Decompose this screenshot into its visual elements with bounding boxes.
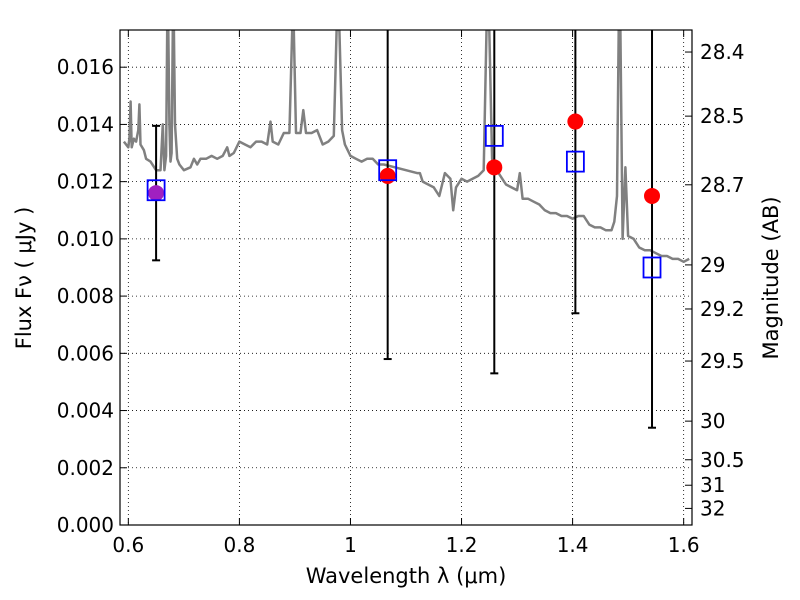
x-tick-label: 0.6 xyxy=(112,533,144,557)
observed-point xyxy=(567,113,584,130)
right-tick-label: 32 xyxy=(700,496,725,520)
y-tick-label: 0.014 xyxy=(57,112,114,136)
y-tick-label: 0.004 xyxy=(57,399,114,423)
y-tick-label: 0.006 xyxy=(57,341,114,365)
x-tick-label: 1.2 xyxy=(446,533,478,557)
right-tick-label: 29.5 xyxy=(700,349,745,373)
plot-points xyxy=(146,30,662,429)
x-tick-label: 1 xyxy=(344,533,357,557)
observed-point xyxy=(486,159,503,176)
x-axis-label: Wavelength λ (μm) xyxy=(306,564,507,588)
y-tick-label: 0.016 xyxy=(57,55,114,79)
model-square xyxy=(378,159,398,182)
x-tick-label: 1.6 xyxy=(668,533,700,557)
model-square xyxy=(146,179,166,202)
x-tick-label: 0.8 xyxy=(223,533,255,557)
plot-frame xyxy=(119,29,693,526)
grid-lines xyxy=(120,30,692,525)
model-square xyxy=(642,256,662,279)
y-tick-label: 0.002 xyxy=(57,456,114,480)
model-square xyxy=(484,124,504,147)
y-tick-label: 0.010 xyxy=(57,227,114,251)
y-axis-label: Flux Fν ( μJy ) xyxy=(12,207,36,350)
right-tick-label: 31 xyxy=(700,473,725,497)
y-tick-label: 0.008 xyxy=(57,284,114,308)
right-tick-label: 28.7 xyxy=(700,173,745,197)
right-axis-label: Magnitude (AB) xyxy=(759,196,783,359)
observed-point xyxy=(644,187,661,204)
right-tick-label: 28.4 xyxy=(700,40,745,64)
y-tick-label: 0.012 xyxy=(57,170,114,194)
right-tick-label: 29.2 xyxy=(700,297,745,321)
plot-data xyxy=(122,30,690,264)
observed-point xyxy=(148,185,165,202)
x-tick-label: 1.4 xyxy=(557,533,589,557)
y-tick-label: 0.000 xyxy=(57,513,114,537)
right-tick-label: 30.5 xyxy=(700,448,745,472)
observed-point xyxy=(379,167,396,184)
right-tick-label: 29 xyxy=(700,253,725,277)
axes-ticks: 0.6 0.8 1 1.2 1.4 1.6 0.000 0.002 0.004 0.006 0.00… xyxy=(57,30,745,557)
model-square xyxy=(565,150,585,173)
right-tick-label: 28.5 xyxy=(700,104,745,128)
right-tick-label: 30 xyxy=(700,409,725,433)
spectrum-line xyxy=(122,30,690,264)
